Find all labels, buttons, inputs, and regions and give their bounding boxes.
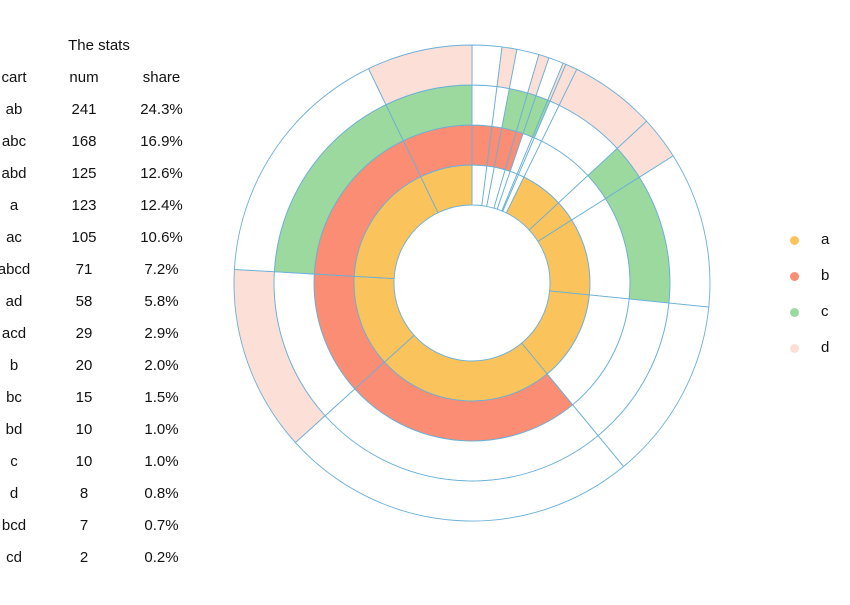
table-row: cd 2 0.2%: [0, 542, 194, 574]
table-row: bcd 7 0.7%: [0, 510, 194, 542]
cart-cell: abd: [1, 165, 27, 182]
cart-cell: ab: [5, 101, 23, 118]
num-cell: 7: [79, 517, 89, 534]
legend-item-b[interactable]: b: [785, 261, 845, 297]
num-cell: 123: [71, 197, 97, 214]
cart-cell: abc: [1, 133, 27, 150]
num-cell: 58: [75, 293, 93, 310]
table-row: abcd 71 7.2%: [0, 254, 194, 286]
share-cell: 1.0%: [144, 453, 179, 470]
header-share: share: [142, 69, 181, 86]
cart-cell: abcd: [0, 261, 31, 278]
share-cell: 24.3%: [140, 101, 183, 118]
table-row: ad 58 5.8%: [0, 286, 194, 318]
share-cell: 5.8%: [144, 293, 179, 310]
table-header-row: cart num share: [0, 62, 194, 94]
legend-item-d[interactable]: d: [785, 333, 845, 369]
table-row: bd 10 1.0%: [0, 414, 194, 446]
cart-cell: bcd: [1, 517, 27, 534]
cart-cell: ad: [5, 293, 23, 310]
share-cell: 2.0%: [144, 357, 179, 374]
cart-cell: d: [9, 485, 19, 502]
table-row: abc 168 16.9%: [0, 126, 194, 158]
num-cell: 10: [75, 421, 93, 438]
legend-label-b: b: [821, 267, 830, 284]
legend-item-c[interactable]: c: [785, 297, 845, 333]
table-row: d 8 0.8%: [0, 478, 194, 510]
num-cell: 241: [71, 101, 97, 118]
num-cell: 29: [75, 325, 93, 342]
share-cell: 10.6%: [140, 229, 183, 246]
num-cell: 168: [71, 133, 97, 150]
share-cell: 0.8%: [144, 485, 179, 502]
legend-label-c: c: [821, 303, 829, 320]
share-cell: 16.9%: [140, 133, 183, 150]
table-row: a 123 12.4%: [0, 190, 194, 222]
num-cell: 8: [79, 485, 89, 502]
cart-cell: a: [9, 197, 19, 214]
num-cell: 71: [75, 261, 93, 278]
legend-label-d: d: [821, 339, 830, 356]
cart-cell: ac: [6, 229, 22, 246]
legend-item-a[interactable]: a: [785, 225, 845, 261]
num-cell: 2: [79, 549, 89, 566]
header-num: num: [69, 69, 99, 86]
legend-marker-a: [790, 236, 799, 245]
legend-marker-b: [790, 272, 799, 281]
legend-marker-c: [790, 308, 799, 317]
share-cell: 0.2%: [144, 549, 179, 566]
ring-d-segment-abcd[interactable]: [368, 44, 473, 106]
header-cart: cart: [1, 69, 27, 86]
cart-cell: acd: [1, 325, 27, 342]
cart-cell: cd: [6, 549, 22, 566]
table-row: c 10 1.0%: [0, 446, 194, 478]
table-row: ab 241 24.3%: [0, 94, 194, 126]
share-cell: 1.0%: [144, 421, 179, 438]
table-row: b 20 2.0%: [0, 350, 194, 382]
cart-cell: c: [10, 453, 18, 470]
cart-cell: bc: [6, 389, 22, 406]
num-cell: 105: [71, 229, 97, 246]
legend-marker-d: [790, 344, 799, 353]
cart-cell: bd: [5, 421, 23, 438]
num-cell: 20: [75, 357, 93, 374]
share-cell: 2.9%: [144, 325, 179, 342]
legend-label-a: a: [821, 231, 830, 248]
num-cell: 15: [75, 389, 93, 406]
share-cell: 1.5%: [144, 389, 179, 406]
share-cell: 0.7%: [144, 517, 179, 534]
table-row: ac 105 10.6%: [0, 222, 194, 254]
table-row: abd 125 12.6%: [0, 158, 194, 190]
share-cell: 12.6%: [140, 165, 183, 182]
table-row: bc 15 1.5%: [0, 382, 194, 414]
num-cell: 125: [71, 165, 97, 182]
share-cell: 12.4%: [140, 197, 183, 214]
legend: a b c d: [785, 225, 845, 369]
table-title: The stats: [68, 37, 130, 54]
cart-cell: b: [9, 357, 19, 374]
share-cell: 7.2%: [144, 261, 179, 278]
num-cell: 10: [75, 453, 93, 470]
table-row: acd 29 2.9%: [0, 318, 194, 350]
